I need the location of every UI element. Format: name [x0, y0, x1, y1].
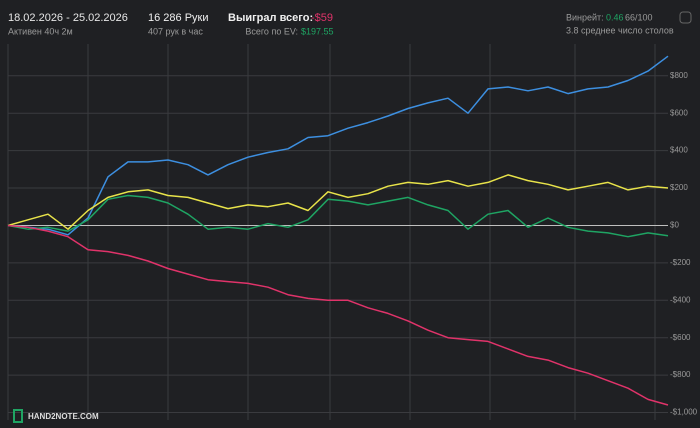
tables: 3.8 среднее число столов	[566, 25, 674, 35]
series-line	[7, 224, 669, 406]
plot: -$1,000 -$800 -$600 -$400 -$200 $0 $200 $400 $60…	[7, 55, 698, 417]
ev-label: Всего по EV:	[245, 26, 298, 36]
winrate-value: 0.46	[606, 12, 624, 22]
settings-icon[interactable]	[679, 11, 692, 24]
won-value: -$59	[311, 12, 333, 24]
ev-value: $197.55	[301, 26, 334, 36]
y-tick-label: $400	[670, 146, 688, 155]
brand-logo	[13, 409, 23, 423]
y-tick-label: $0	[670, 221, 679, 230]
vertical-grid	[7, 44, 656, 420]
y-tick-label: -$800	[670, 370, 691, 379]
y-tick-label: $800	[670, 71, 688, 80]
y-tick-label: $600	[670, 108, 688, 117]
winrate-rest: 66/100	[625, 12, 653, 22]
won-label: Выиграл всего:	[228, 12, 313, 24]
active-time: Активен 40ч 2м	[8, 26, 73, 36]
y-tick-label: -$200	[670, 258, 691, 267]
hands: 16 286 Руки	[148, 12, 209, 24]
series-line	[7, 194, 669, 238]
winrate-label: Винрейт:	[566, 12, 604, 22]
series-line	[7, 55, 669, 236]
brand: HAND2NOTE.COM	[28, 412, 99, 421]
hands-per-hour: 407 рук в час	[148, 26, 203, 36]
series-line	[7, 174, 669, 230]
y-tick-label: $200	[670, 183, 688, 192]
y-tick-label: -$1,000	[670, 408, 698, 417]
y-tick-label: -$600	[670, 333, 691, 342]
date-range: 18.02.2026 - 25.02.2026	[8, 12, 128, 24]
y-tick-label: -$400	[670, 295, 691, 304]
